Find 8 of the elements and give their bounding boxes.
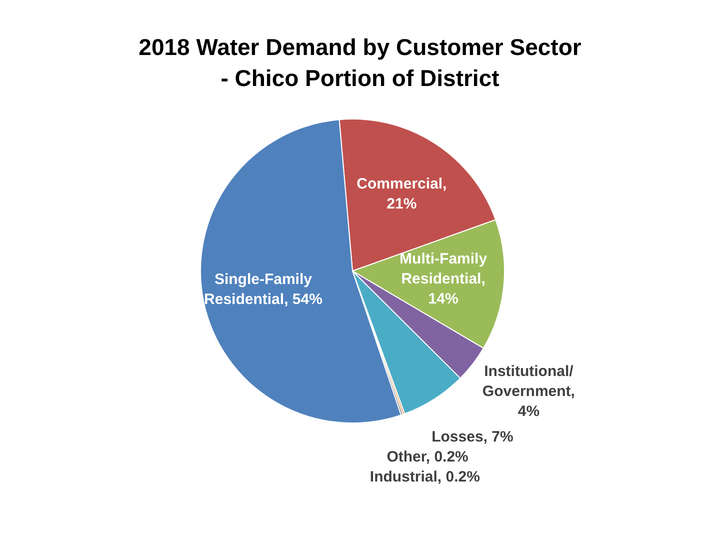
chart-title: 2018 Water Demand by Customer Sector - Chico Portion of District (138, 33, 582, 93)
slice-label: Institutional/Government, 4% (482, 362, 575, 420)
slice-label: Industrial, 0.2% (370, 468, 480, 486)
slice-label: Multi-Family Residential, 14% (400, 250, 488, 308)
slice-label: Single-Family Residential, 54% (204, 270, 322, 308)
slice-label: Other, 0.2% (386, 448, 468, 466)
slice-label: Losses, 7% (432, 428, 514, 446)
slice-label: Commercial, 21% (356, 175, 447, 212)
